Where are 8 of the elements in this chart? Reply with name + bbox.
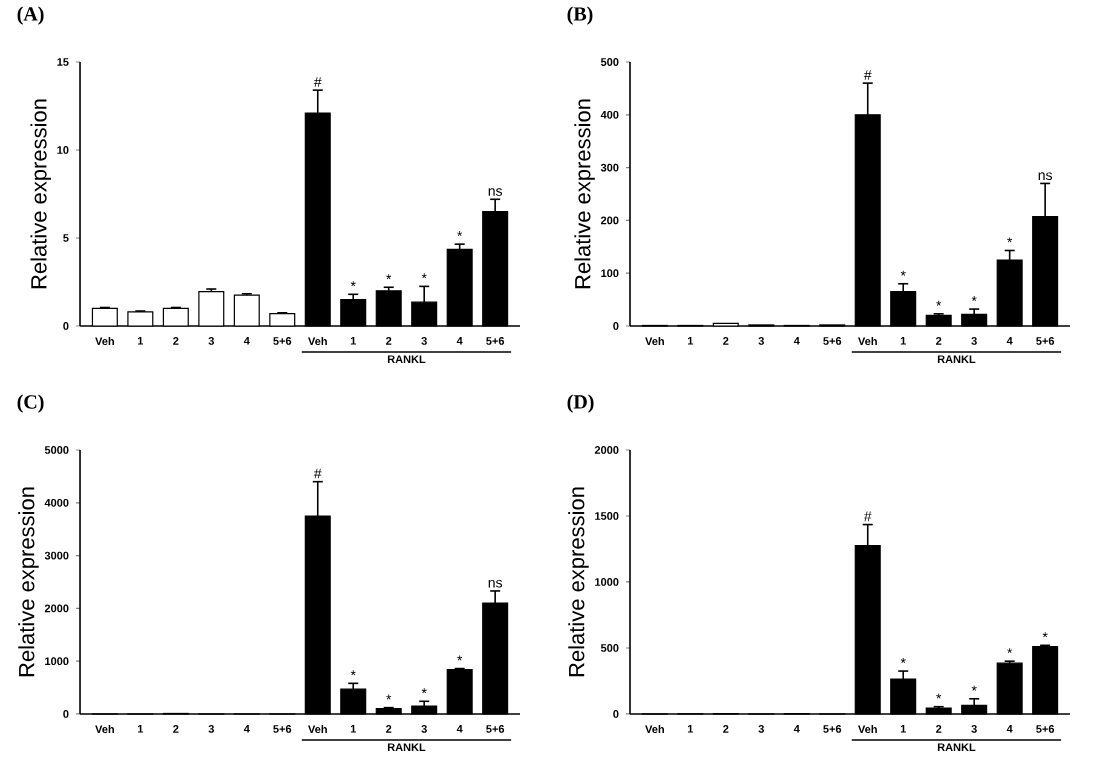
chart-title: (D): [567, 394, 594, 413]
y-axis-title: Relative expression: [574, 99, 595, 289]
y-axis-title: Relative expression: [568, 487, 589, 677]
chart-title: (A): [17, 6, 44, 25]
chart-title: (B): [567, 6, 593, 25]
y-axis-title: Relative expression: [18, 487, 39, 677]
chart-title: (C): [17, 394, 44, 413]
y-axis-title: Relative expression: [30, 99, 51, 289]
